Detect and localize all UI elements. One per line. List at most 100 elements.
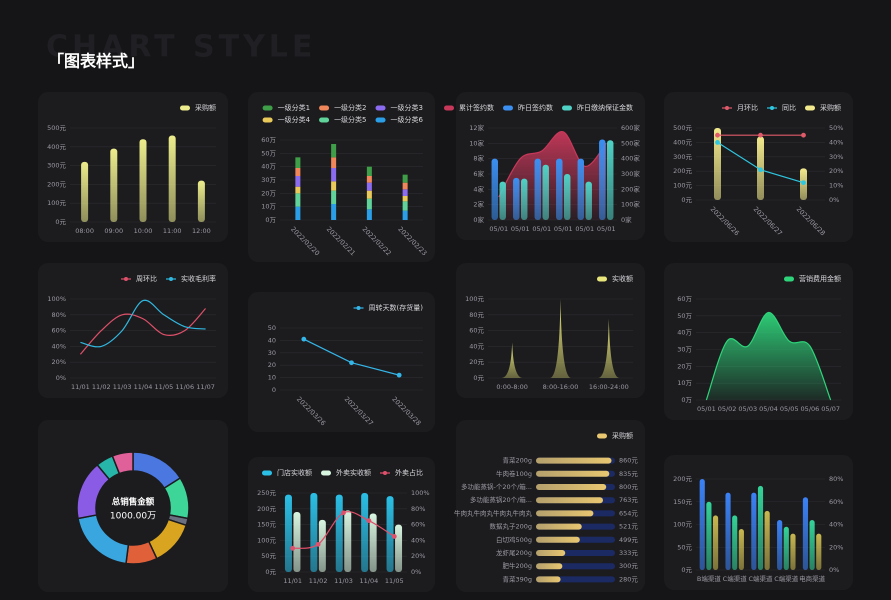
bar-segment: [366, 209, 372, 220]
tick-label: 100元: [257, 536, 276, 544]
bar-segment: [402, 196, 408, 202]
x-tick-label: C端渠道: [774, 574, 799, 583]
tick-label: 200元: [47, 180, 66, 188]
tick-label: 500家: [621, 138, 640, 147]
tick-label: 80%: [829, 475, 843, 483]
tick-label: 60%: [411, 521, 425, 529]
marker: [301, 336, 307, 342]
tick-label: 100元: [673, 521, 692, 529]
tick-label: 0家: [621, 215, 632, 224]
category-label: 牛肉卷100g: [496, 469, 532, 478]
x-tick-label: 05/01: [489, 225, 508, 233]
bar: [197, 180, 205, 222]
x-tick-label: 12:00: [192, 227, 211, 235]
tick-label: 20: [268, 361, 276, 369]
tick-label: 60%: [829, 498, 843, 506]
bar-segment: [402, 182, 408, 190]
legend-label: 一级分类1: [278, 103, 310, 112]
legend-label: 采购额: [195, 103, 216, 112]
legend-label: 周环比: [136, 274, 157, 283]
bar: [732, 515, 738, 570]
legend-swatch-dot: [770, 106, 774, 110]
category-label: 青菜390g: [502, 574, 532, 583]
tick-label: 20万: [677, 362, 692, 370]
bar: [81, 161, 89, 222]
tick-label: 150元: [673, 498, 692, 506]
bar-segment: [295, 176, 301, 187]
bar-segment: [366, 198, 372, 210]
category-label: 龙虾尾200g: [496, 548, 532, 557]
bar-segment: [295, 186, 301, 194]
tick-label: 60万: [261, 136, 276, 144]
tick-label: 200家: [621, 184, 640, 193]
tick-label: 250元: [257, 489, 276, 497]
tick-label: 200元: [673, 475, 692, 483]
bar: [714, 128, 721, 200]
bar: [738, 529, 744, 570]
marker: [801, 132, 806, 138]
x-tick-label: 05/01: [554, 225, 573, 233]
tick-label: 0%: [56, 374, 66, 382]
x-tick-label: 8:00-16:00: [543, 383, 579, 391]
legend-swatch: [319, 117, 330, 123]
tick-label: 0: [272, 386, 276, 394]
area: [706, 312, 831, 400]
x-tick-label: B端渠道: [697, 574, 721, 583]
tick-label: 600家: [621, 123, 640, 132]
bar: [809, 519, 815, 570]
tick-label: 0家: [473, 215, 484, 224]
marker: [758, 132, 763, 138]
legend-swatch: [262, 117, 273, 123]
legend-swatch-dot: [383, 471, 387, 475]
x-tick-label: 11:00: [163, 227, 182, 235]
tick-label: 0元: [55, 218, 66, 226]
legend-label: 昨日签约数: [518, 103, 553, 112]
tick-label: 0元: [473, 374, 484, 382]
bar: [284, 494, 292, 572]
value-label: 521元: [619, 523, 638, 531]
tick-label: 100%: [47, 295, 66, 303]
legend-label: 外卖实收额: [336, 468, 371, 477]
x-tick-label: 11/07: [196, 383, 215, 391]
marker: [391, 534, 397, 539]
bar: [536, 510, 594, 517]
tick-label: 8家: [473, 154, 484, 163]
x-tick-label: 10:00: [134, 227, 153, 235]
legend-label: 外卖占比: [395, 468, 423, 477]
x-tick-label: 11/01: [283, 577, 302, 585]
category-label: 多功能蒸锅20个/箱...: [470, 495, 532, 504]
bar: [783, 526, 789, 570]
x-tick-label: 05/03: [738, 405, 757, 413]
peak: [549, 299, 572, 378]
x-tick-label: 11/04: [134, 383, 153, 391]
bar: [335, 494, 343, 572]
bar: [293, 511, 301, 572]
x-tick-label: 05/05: [780, 405, 799, 413]
category-label: 多功能蒸锅-个20个/箱...: [461, 482, 532, 491]
bar: [712, 515, 719, 570]
bar: [536, 484, 607, 490]
bar: [499, 181, 506, 220]
bar: [599, 139, 606, 220]
x-tick-label: 05/06: [801, 405, 820, 413]
tick-label: 200元: [673, 167, 692, 175]
legend-swatch: [562, 105, 572, 111]
tick-label: 20元: [469, 358, 484, 366]
tick-label: 400元: [47, 143, 66, 151]
bar-segment: [331, 168, 337, 182]
tick-label: 10万: [261, 203, 276, 211]
bar: [764, 510, 770, 570]
tick-label: 100元: [465, 295, 484, 303]
marker: [801, 180, 806, 186]
bar: [757, 485, 764, 570]
bar: [310, 493, 318, 572]
tick-label: 300元: [47, 162, 66, 170]
tick-label: 100%: [411, 489, 430, 497]
tick-label: 500元: [47, 124, 66, 132]
x-tick-label: 电商渠道: [799, 574, 826, 583]
bar-segment: [295, 193, 301, 207]
tick-label: 50元: [261, 552, 276, 560]
category-label: 青菜200g: [502, 456, 532, 465]
tick-label: 40: [268, 336, 276, 344]
